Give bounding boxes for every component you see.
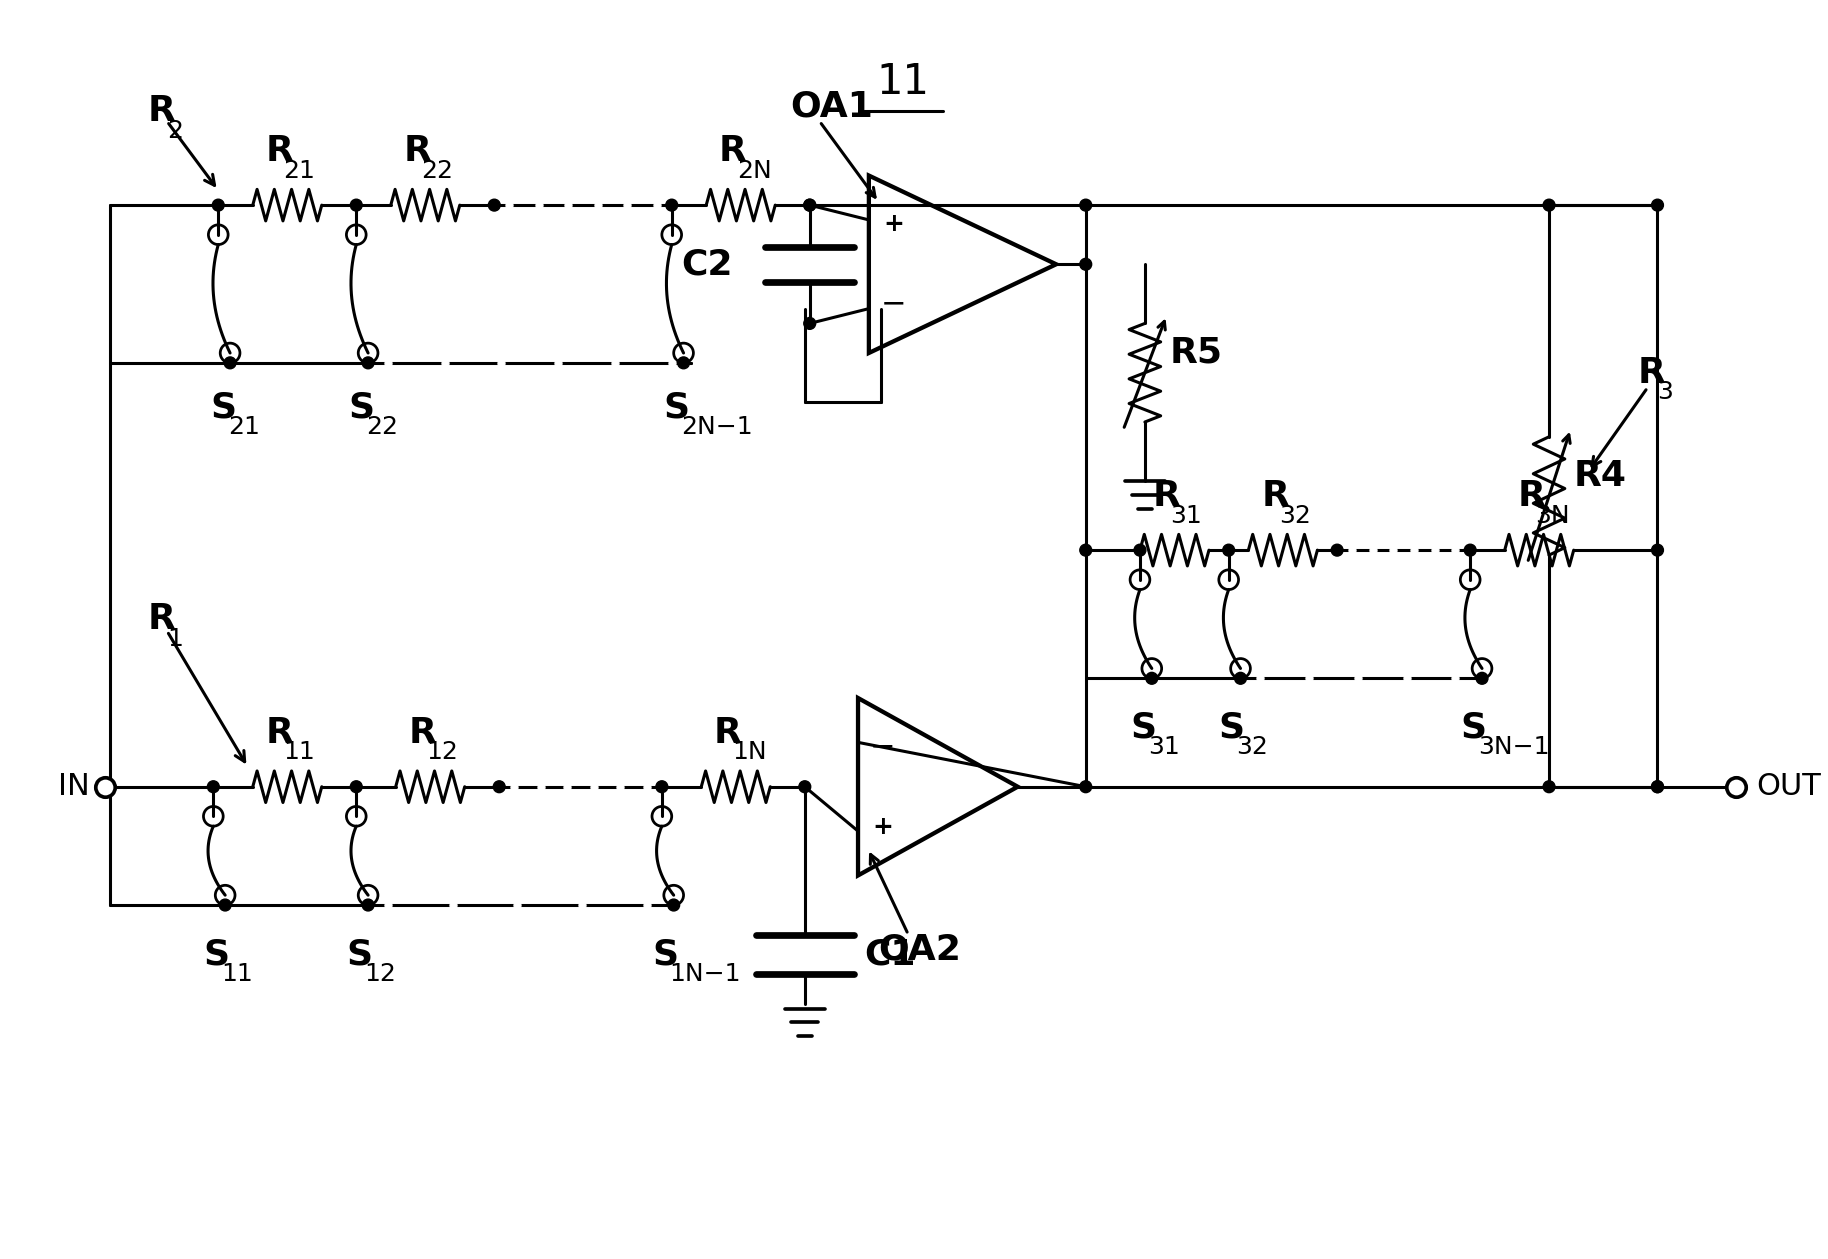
Text: −: −: [870, 733, 896, 762]
Circle shape: [1080, 781, 1091, 793]
Circle shape: [1651, 781, 1663, 793]
Text: 12: 12: [364, 962, 397, 986]
Text: 11: 11: [283, 740, 314, 764]
Text: R: R: [718, 133, 748, 167]
Circle shape: [494, 781, 505, 793]
Text: S: S: [1130, 710, 1157, 744]
Text: 31: 31: [1148, 735, 1179, 759]
Circle shape: [1651, 781, 1663, 793]
Circle shape: [1651, 199, 1663, 212]
Text: R: R: [148, 602, 175, 636]
Circle shape: [678, 358, 689, 369]
Text: 11: 11: [877, 60, 930, 103]
Text: S: S: [664, 390, 689, 424]
Text: −: −: [881, 290, 907, 319]
Text: 11: 11: [221, 962, 252, 986]
Text: OUT: OUT: [1757, 772, 1821, 801]
Circle shape: [1477, 672, 1488, 684]
Circle shape: [1464, 544, 1477, 556]
Text: OA1: OA1: [790, 89, 874, 123]
Text: 1: 1: [166, 627, 183, 651]
Text: S: S: [347, 937, 373, 971]
Text: R: R: [265, 715, 294, 749]
Text: 1N: 1N: [731, 740, 766, 764]
Text: R: R: [715, 715, 742, 749]
Text: C2: C2: [682, 247, 733, 281]
Circle shape: [104, 781, 115, 793]
Circle shape: [362, 358, 375, 369]
Text: 31: 31: [1170, 504, 1203, 528]
Text: 2N−1: 2N−1: [682, 415, 753, 439]
Circle shape: [799, 781, 810, 793]
Text: C1: C1: [865, 937, 916, 971]
Text: R: R: [1638, 356, 1665, 390]
Circle shape: [1080, 544, 1091, 556]
Circle shape: [488, 199, 501, 212]
Text: R: R: [404, 133, 431, 167]
Circle shape: [1234, 672, 1247, 684]
Circle shape: [351, 199, 362, 212]
Circle shape: [212, 199, 225, 212]
Text: S: S: [349, 390, 375, 424]
Circle shape: [362, 899, 375, 912]
Circle shape: [1651, 544, 1663, 556]
Text: 21: 21: [228, 415, 260, 439]
Circle shape: [665, 199, 678, 212]
Circle shape: [1080, 199, 1091, 212]
Text: 2: 2: [166, 120, 183, 144]
Text: 12: 12: [426, 740, 459, 764]
Text: OA2: OA2: [879, 933, 962, 967]
Text: 1N−1: 1N−1: [669, 962, 740, 986]
Text: 32: 32: [1236, 735, 1269, 759]
Text: 3N: 3N: [1536, 504, 1570, 528]
Circle shape: [219, 899, 230, 912]
Text: 21: 21: [283, 159, 314, 183]
Text: IN: IN: [58, 772, 90, 801]
Text: 3: 3: [1658, 380, 1673, 404]
Text: 22: 22: [366, 415, 399, 439]
Circle shape: [351, 781, 362, 793]
Circle shape: [225, 358, 236, 369]
Text: S: S: [210, 390, 236, 424]
Text: R4: R4: [1574, 460, 1627, 494]
Text: R: R: [1261, 478, 1289, 512]
Circle shape: [656, 781, 667, 793]
Text: S: S: [1461, 710, 1486, 744]
Text: R: R: [148, 94, 175, 128]
Text: 2N: 2N: [737, 159, 771, 183]
Circle shape: [1543, 781, 1556, 793]
Text: R: R: [1517, 478, 1545, 512]
Text: R5: R5: [1170, 336, 1223, 370]
Text: R: R: [408, 715, 437, 749]
Text: R: R: [1153, 478, 1181, 512]
Text: S: S: [203, 937, 230, 971]
Circle shape: [1080, 258, 1091, 271]
Text: +: +: [883, 213, 905, 237]
Circle shape: [1331, 544, 1344, 556]
Circle shape: [667, 899, 680, 912]
Text: +: +: [872, 815, 894, 838]
Circle shape: [1223, 544, 1234, 556]
Circle shape: [804, 199, 815, 212]
Circle shape: [1133, 544, 1146, 556]
Text: S: S: [1219, 710, 1245, 744]
Text: 32: 32: [1280, 504, 1311, 528]
Text: R: R: [265, 133, 294, 167]
Circle shape: [1146, 672, 1157, 684]
Circle shape: [804, 199, 815, 212]
Text: S: S: [653, 937, 678, 971]
Circle shape: [804, 317, 815, 330]
Circle shape: [207, 781, 219, 793]
Text: 3N−1: 3N−1: [1479, 735, 1550, 759]
Circle shape: [1543, 199, 1556, 212]
Text: 22: 22: [420, 159, 453, 183]
